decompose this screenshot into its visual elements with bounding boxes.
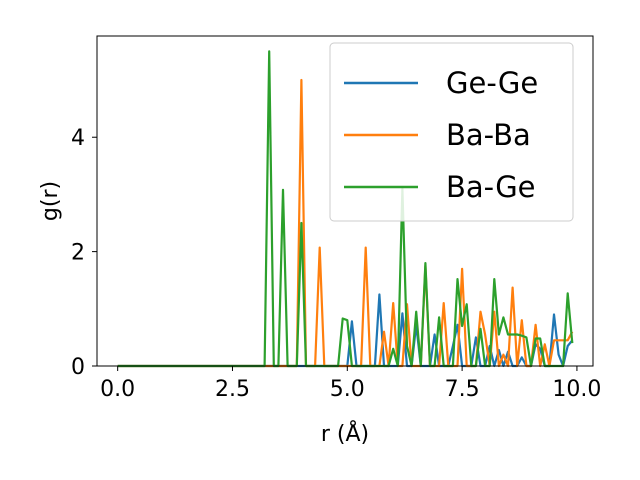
x-tick-label: 0.0 — [100, 377, 135, 402]
y-tick-label: 0 — [71, 355, 85, 380]
x-axis-label: r (Å) — [321, 420, 369, 447]
x-tick-label: 5.0 — [330, 377, 365, 402]
y-tick-label: 2 — [71, 241, 85, 266]
legend-label-ba-ba: Ba-Ba — [446, 118, 531, 152]
x-tick-label: 2.5 — [215, 377, 250, 402]
legend-label-ba-ge: Ba-Ge — [446, 170, 536, 204]
legend-label-ge-ge: Ge-Ge — [446, 66, 538, 100]
y-tick-label: 4 — [71, 126, 85, 151]
plot-frame — [96, 35, 594, 367]
legend-frame — [329, 42, 574, 222]
x-axis: 0.0 2.5 5.0 7.5 10.0 — [100, 366, 601, 402]
y-axis: 0 2 4 — [71, 126, 97, 380]
legend: Ge-Ge Ba-Ba Ba-Ge — [329, 42, 574, 222]
x-tick-label: 7.5 — [445, 377, 480, 402]
y-axis-label: g(r) — [38, 181, 63, 221]
x-tick-label: 10.0 — [552, 377, 601, 402]
